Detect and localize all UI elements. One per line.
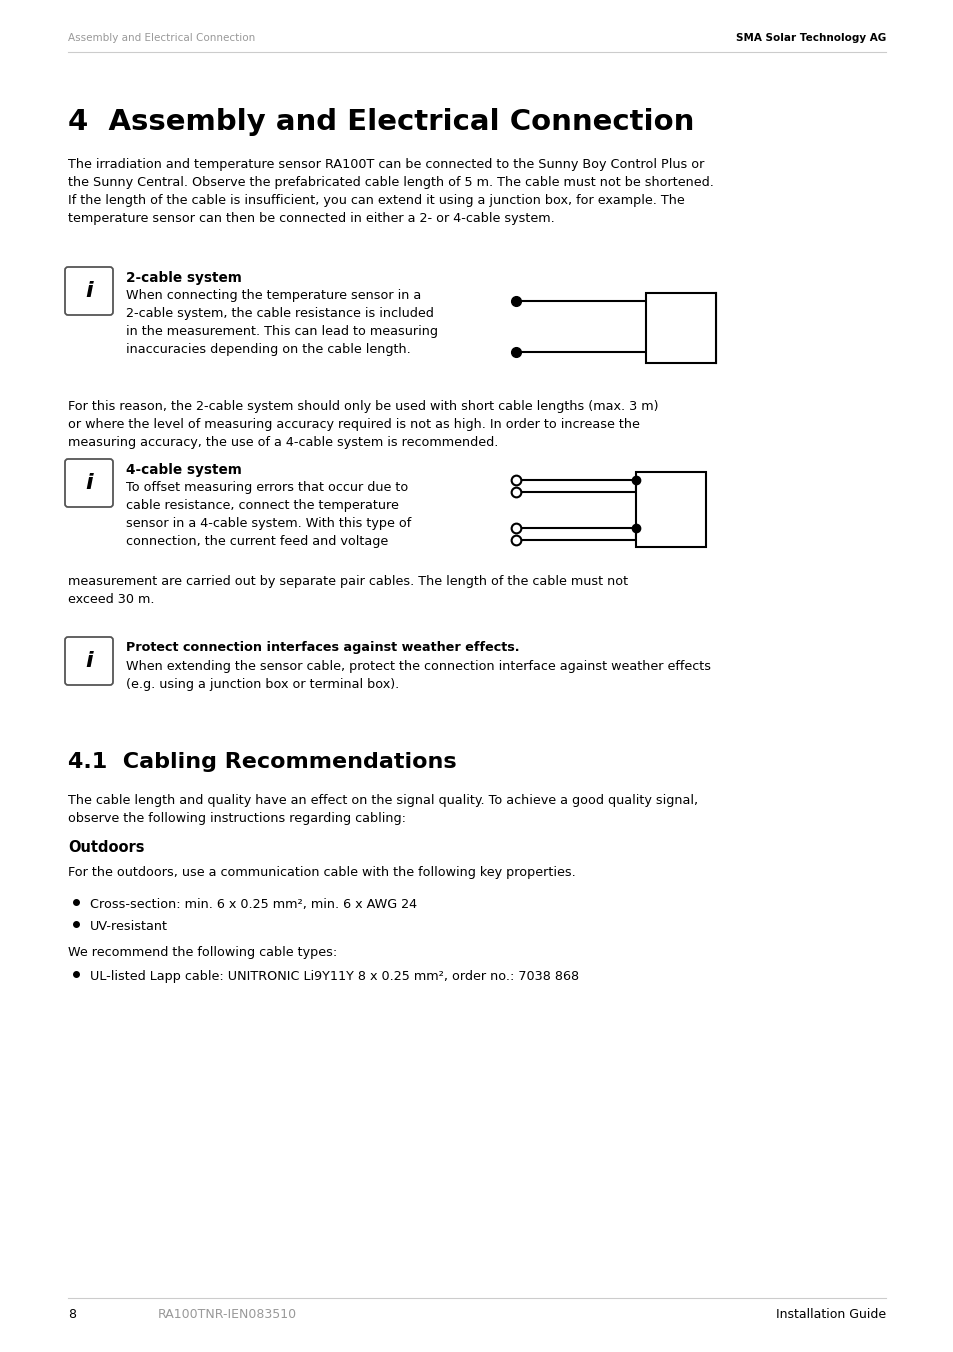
Text: Outdoors: Outdoors (68, 840, 144, 854)
Text: For this reason, the 2-cable system should only be used with short cable lengths: For this reason, the 2-cable system shou… (68, 400, 658, 449)
Text: Installation Guide: Installation Guide (775, 1309, 885, 1321)
Text: RA100TNR-IEN083510: RA100TNR-IEN083510 (158, 1309, 296, 1321)
Text: measurement are carried out by separate pair cables. The length of the cable mus: measurement are carried out by separate … (68, 575, 627, 606)
Text: UV-resistant: UV-resistant (90, 919, 168, 933)
Bar (636, 472, 705, 548)
Text: Cross-section: min. 6 x 0.25 mm², min. 6 x AWG 24: Cross-section: min. 6 x 0.25 mm², min. 6… (90, 898, 416, 911)
Text: We recommend the following cable types:: We recommend the following cable types: (68, 946, 337, 959)
Text: To offset measuring errors that occur due to
cable resistance, connect the tempe: To offset measuring errors that occur du… (126, 481, 411, 548)
Text: 8: 8 (68, 1309, 76, 1321)
Bar (645, 293, 716, 362)
FancyBboxPatch shape (65, 637, 112, 685)
Text: 2-cable system: 2-cable system (126, 270, 242, 285)
Text: Protect connection interfaces against weather effects.: Protect connection interfaces against we… (126, 641, 519, 654)
Text: 4  Assembly and Electrical Connection: 4 Assembly and Electrical Connection (68, 108, 694, 137)
Text: Assembly and Electrical Connection: Assembly and Electrical Connection (68, 32, 255, 43)
Text: The cable length and quality have an effect on the signal quality. To achieve a : The cable length and quality have an eff… (68, 794, 698, 825)
FancyBboxPatch shape (65, 266, 112, 315)
Text: 4.1  Cabling Recommendations: 4.1 Cabling Recommendations (68, 752, 456, 772)
Text: When connecting the temperature sensor in a
2-cable system, the cable resistance: When connecting the temperature sensor i… (126, 289, 437, 356)
Text: UL-listed Lapp cable: UNITRONIC Li9Y11Y 8 x 0.25 mm², order no.: 7038 868: UL-listed Lapp cable: UNITRONIC Li9Y11Y … (90, 969, 578, 983)
Text: i: i (85, 473, 92, 493)
Text: SMA Solar Technology AG: SMA Solar Technology AG (735, 32, 885, 43)
Text: i: i (85, 281, 92, 301)
FancyBboxPatch shape (65, 458, 112, 507)
Text: 4-cable system: 4-cable system (126, 462, 242, 477)
Text: i: i (85, 652, 92, 671)
Text: The irradiation and temperature sensor RA100T can be connected to the Sunny Boy : The irradiation and temperature sensor R… (68, 158, 713, 224)
Text: When extending the sensor cable, protect the connection interface against weathe: When extending the sensor cable, protect… (126, 660, 710, 691)
Text: For the outdoors, use a communication cable with the following key properties.: For the outdoors, use a communication ca… (68, 867, 576, 879)
